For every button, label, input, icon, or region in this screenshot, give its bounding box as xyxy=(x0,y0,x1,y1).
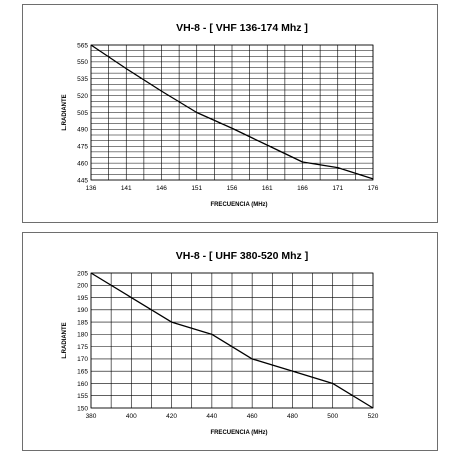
y-tick-label: 445 xyxy=(77,177,88,184)
y-tick-label: 490 xyxy=(77,127,88,134)
y-tick-label: 170 xyxy=(77,356,88,363)
x-tick-label: 161 xyxy=(262,185,273,192)
y-tick-label: 505 xyxy=(77,110,88,117)
x-tick-label: 166 xyxy=(297,185,308,192)
x-tick-label: 440 xyxy=(206,413,217,420)
x-axis-label: FRECUENCIA (MHz) xyxy=(210,430,267,436)
plot-frame xyxy=(90,272,374,409)
y-tick-label: 185 xyxy=(77,319,88,326)
y-tick-label: 150 xyxy=(77,405,88,412)
chart-title: VH-8 - [ VHF 136-174 Mhz ] xyxy=(176,22,308,34)
chart-title: VH-8 - [ UHF 380-520 Mhz ] xyxy=(176,250,308,262)
x-tick-label: 146 xyxy=(156,185,167,192)
y-tick-label: 165 xyxy=(77,368,88,375)
y-tick-label: 155 xyxy=(77,393,88,400)
chart-panel-uhf: VH-8 - [ UHF 380-520 Mhz ] 380 400 420 440 46… xyxy=(22,232,438,451)
grid xyxy=(90,44,374,181)
x-tick-label: 520 xyxy=(368,413,379,420)
x-tick-label: 171 xyxy=(332,185,343,192)
x-tick-label: 400 xyxy=(126,413,137,420)
y-tick-label: 195 xyxy=(77,295,88,302)
x-tick-label: 136 xyxy=(86,185,97,192)
y-tick-label: 190 xyxy=(77,307,88,314)
chart-panel-vhf: VH-8 - [ VHF 136-174 Mhz ] 136 141 146 151 15… xyxy=(22,4,438,223)
y-tick-label: 550 xyxy=(77,59,88,66)
x-tick-label: 500 xyxy=(327,413,338,420)
y-tick-label: 475 xyxy=(77,144,88,151)
x-tick-label: 141 xyxy=(121,185,132,192)
y-tick-label: 205 xyxy=(77,270,88,277)
y-axis-label: L.RADIANTE xyxy=(62,94,68,130)
x-tick-label: 151 xyxy=(191,185,202,192)
x-tick-label: 176 xyxy=(368,185,379,192)
plot-frame xyxy=(90,44,374,181)
y-tick-label: 535 xyxy=(77,76,88,83)
y-tick-label: 175 xyxy=(77,344,88,351)
x-tick-label: 420 xyxy=(166,413,177,420)
x-tick-label: 156 xyxy=(227,185,238,192)
y-tick-label: 565 xyxy=(77,42,88,49)
y-tick-label: 180 xyxy=(77,332,88,339)
series-line xyxy=(90,272,374,409)
x-tick-label: 460 xyxy=(247,413,258,420)
uhf-chart: VH-8 - [ UHF 380-520 Mhz ] 380 400 420 440 46… xyxy=(62,250,379,436)
x-axis-label: FRECUENCIA (MHz) xyxy=(210,202,267,208)
grid xyxy=(90,272,374,409)
y-tick-label: 460 xyxy=(77,160,88,167)
y-tick-label: 200 xyxy=(77,283,88,290)
y-tick-label: 160 xyxy=(77,381,88,388)
vhf-chart: VH-8 - [ VHF 136-174 Mhz ] 136 141 146 151 15… xyxy=(62,22,379,208)
x-tick-label: 380 xyxy=(86,413,97,420)
y-tick-label: 520 xyxy=(77,93,88,100)
x-tick-label: 480 xyxy=(287,413,298,420)
y-axis-label: L.RADIANTE xyxy=(62,322,68,358)
